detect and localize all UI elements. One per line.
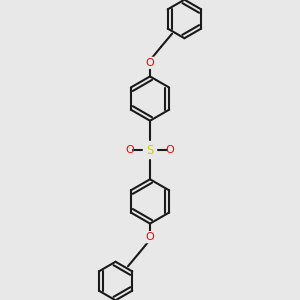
Text: S: S [146, 143, 154, 157]
Text: O: O [126, 145, 134, 155]
Text: O: O [146, 232, 154, 242]
Text: O: O [146, 58, 154, 68]
Text: O: O [166, 145, 174, 155]
